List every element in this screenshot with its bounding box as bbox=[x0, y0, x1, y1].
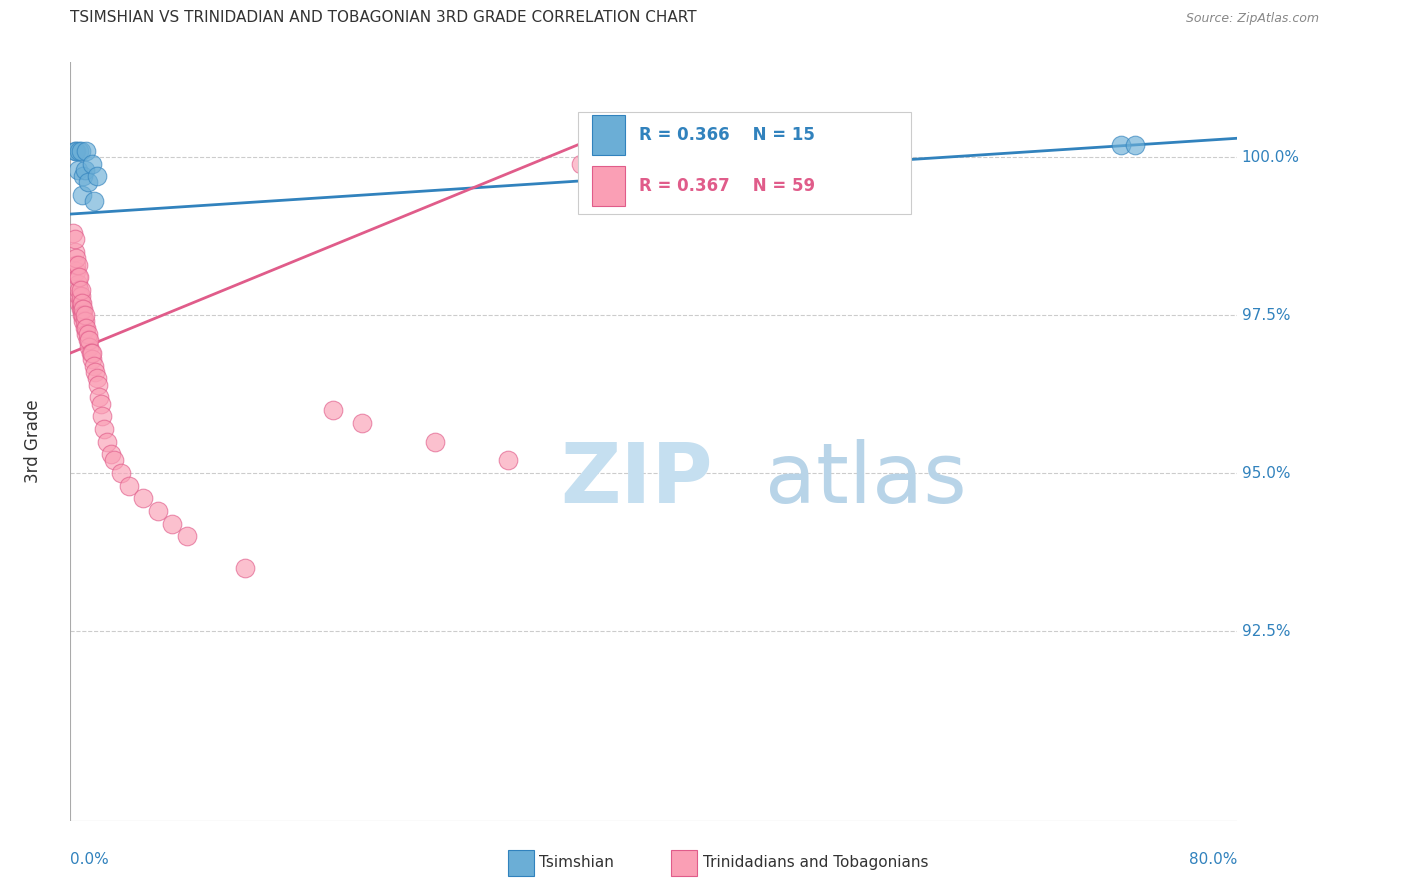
Point bbox=[72, 169, 94, 184]
Point bbox=[76, 176, 98, 190]
Point bbox=[69, 301, 91, 316]
Point bbox=[72, 301, 94, 316]
Point bbox=[67, 289, 90, 303]
Point bbox=[65, 258, 87, 272]
Text: 80.0%: 80.0% bbox=[1189, 852, 1237, 867]
Point bbox=[76, 334, 98, 348]
Point bbox=[66, 258, 89, 272]
Point bbox=[67, 144, 90, 158]
Point bbox=[69, 144, 91, 158]
Point bbox=[82, 156, 104, 170]
Point bbox=[423, 434, 446, 449]
Point bbox=[63, 232, 86, 246]
Point bbox=[73, 308, 96, 322]
Text: R = 0.367    N = 59: R = 0.367 N = 59 bbox=[638, 178, 814, 195]
Point bbox=[569, 156, 592, 170]
Point bbox=[1123, 137, 1146, 152]
Point bbox=[80, 346, 103, 360]
Point bbox=[70, 295, 93, 310]
Point bbox=[146, 504, 169, 518]
Point bbox=[75, 144, 97, 158]
Point bbox=[84, 365, 107, 379]
Point bbox=[91, 409, 114, 424]
Point bbox=[162, 516, 184, 531]
Point bbox=[67, 283, 90, 297]
Bar bbox=[592, 167, 624, 206]
Point bbox=[69, 289, 91, 303]
Point bbox=[70, 188, 93, 202]
Point bbox=[65, 264, 87, 278]
Point bbox=[66, 277, 89, 291]
Point bbox=[72, 314, 94, 328]
Point bbox=[77, 334, 100, 348]
Text: 3rd Grade: 3rd Grade bbox=[24, 400, 42, 483]
Bar bbox=[671, 850, 697, 876]
Point bbox=[352, 416, 374, 430]
Text: ZIP: ZIP bbox=[561, 439, 713, 520]
Point bbox=[86, 169, 108, 184]
Point bbox=[1109, 137, 1132, 152]
Bar bbox=[592, 115, 624, 154]
Text: 95.0%: 95.0% bbox=[1241, 466, 1291, 481]
Point bbox=[70, 301, 93, 316]
Point bbox=[93, 422, 115, 436]
Text: Source: ZipAtlas.com: Source: ZipAtlas.com bbox=[1187, 12, 1319, 24]
Point bbox=[73, 314, 96, 328]
Point bbox=[70, 308, 93, 322]
Point bbox=[73, 162, 96, 177]
Point bbox=[110, 466, 132, 480]
Point bbox=[82, 346, 104, 360]
Point bbox=[100, 447, 122, 461]
Text: 100.0%: 100.0% bbox=[1241, 150, 1299, 165]
Point bbox=[118, 479, 141, 493]
Point bbox=[72, 308, 94, 322]
Point bbox=[65, 252, 87, 266]
Bar bbox=[508, 850, 534, 876]
Point bbox=[96, 434, 118, 449]
Point bbox=[62, 226, 84, 240]
Text: 92.5%: 92.5% bbox=[1241, 624, 1291, 639]
Point bbox=[69, 283, 91, 297]
Point bbox=[75, 321, 97, 335]
Text: Trinidadians and Tobagonians: Trinidadians and Tobagonians bbox=[703, 855, 928, 870]
Point bbox=[103, 453, 125, 467]
Point bbox=[176, 529, 198, 543]
Point bbox=[76, 327, 98, 342]
Point bbox=[75, 327, 97, 342]
Point bbox=[86, 371, 108, 385]
Point bbox=[87, 377, 110, 392]
Point bbox=[63, 245, 86, 260]
Point bbox=[613, 169, 636, 184]
Point bbox=[82, 352, 104, 367]
Point bbox=[65, 144, 87, 158]
Point bbox=[496, 453, 519, 467]
Text: 0.0%: 0.0% bbox=[70, 852, 110, 867]
Text: 97.5%: 97.5% bbox=[1241, 308, 1291, 323]
Point bbox=[66, 270, 89, 285]
Point bbox=[83, 194, 105, 209]
Point bbox=[132, 491, 155, 506]
Text: Tsimshian: Tsimshian bbox=[540, 855, 614, 870]
Point bbox=[90, 397, 112, 411]
Point bbox=[66, 162, 89, 177]
Point bbox=[73, 321, 96, 335]
Point bbox=[322, 403, 344, 417]
Point bbox=[69, 295, 91, 310]
Point bbox=[67, 295, 90, 310]
Point bbox=[89, 390, 111, 404]
Text: TSIMSHIAN VS TRINIDADIAN AND TOBAGONIAN 3RD GRADE CORRELATION CHART: TSIMSHIAN VS TRINIDADIAN AND TOBAGONIAN … bbox=[70, 10, 697, 24]
Text: atlas: atlas bbox=[765, 439, 966, 520]
Bar bbox=[578, 112, 911, 214]
Point bbox=[83, 359, 105, 373]
Point bbox=[63, 144, 86, 158]
Point bbox=[77, 340, 100, 354]
Point bbox=[233, 561, 256, 575]
Point bbox=[67, 270, 90, 285]
Text: R = 0.366    N = 15: R = 0.366 N = 15 bbox=[638, 126, 814, 144]
